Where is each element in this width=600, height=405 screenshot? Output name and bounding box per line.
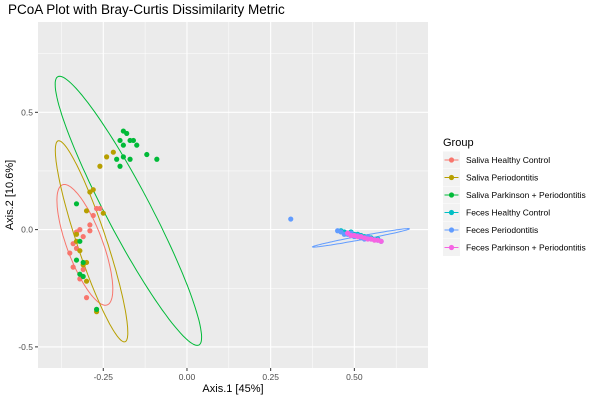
data-point	[67, 250, 73, 256]
data-point	[154, 156, 160, 162]
data-point	[134, 142, 140, 148]
data-points	[67, 128, 384, 315]
axes: -0.25 0.00 0.25 0.50 -0.5 0.0 0.5	[18, 107, 363, 382]
legend-key-dot	[448, 192, 455, 198]
data-point	[80, 259, 86, 266]
chart-title: PCoA Plot with Bray-Curtis Dissimilarity…	[8, 2, 285, 17]
data-point	[77, 248, 83, 254]
data-point	[110, 149, 116, 155]
data-point	[83, 295, 90, 301]
data-point	[87, 222, 93, 228]
y-tick-label: -0.5	[18, 342, 33, 352]
legend-key-dot	[448, 244, 455, 251]
y-tick-label: 0.5	[21, 107, 33, 117]
data-point	[70, 264, 76, 270]
legend-key-dot	[448, 157, 455, 163]
data-point	[120, 154, 126, 160]
data-point	[104, 154, 110, 160]
x-tick-label: 0.50	[346, 372, 363, 382]
data-point	[73, 201, 80, 207]
data-point	[127, 156, 133, 162]
data-point	[288, 216, 294, 222]
y-tick-label: 0.0	[21, 225, 33, 235]
ellipse-feces-periodontitis	[311, 228, 410, 248]
legend-label: Saliva Healthy Control	[466, 155, 550, 165]
data-point	[117, 137, 123, 144]
plot-panel	[38, 22, 428, 368]
legend-label: Saliva Periodontitis	[466, 173, 538, 183]
legend-key-dot	[448, 227, 455, 233]
data-point	[100, 210, 106, 216]
legend-key-dot	[448, 174, 455, 181]
x-axis-title: Axis.1 [45%]	[202, 383, 263, 395]
data-point	[83, 208, 90, 214]
legend-label: Feces Parkinson + Periodontitis	[466, 243, 586, 253]
confidence-ellipses	[54, 75, 410, 346]
data-point	[144, 151, 150, 158]
data-point	[114, 156, 120, 162]
data-point	[130, 137, 137, 144]
legend-label: Feces Healthy Control	[466, 208, 550, 218]
data-point	[378, 238, 384, 244]
ellipse-saliva-parkinson-periodontitis	[54, 75, 203, 346]
x-tick-label: 0.00	[179, 372, 196, 382]
data-point	[83, 278, 90, 284]
data-point	[73, 257, 80, 263]
data-point	[77, 238, 83, 244]
legend-items: Saliva Healthy Control Saliva Periodontit…	[443, 151, 586, 256]
legend-label: Saliva Parkinson + Periodontitis	[466, 190, 586, 200]
data-point	[97, 205, 103, 212]
x-tick-label: -0.25	[94, 372, 114, 382]
data-point	[93, 306, 100, 312]
data-point	[80, 273, 86, 280]
data-point	[120, 142, 126, 148]
legend-label: Feces Periodontitis	[466, 225, 538, 235]
data-point	[90, 212, 96, 219]
ellipse-saliva-periodontitis	[54, 140, 129, 343]
data-point	[97, 163, 103, 169]
legend: Group Saliva Healthy Control Saliva Perio…	[443, 137, 586, 256]
x-tick-label: 0.25	[262, 372, 279, 382]
data-point	[117, 163, 123, 169]
data-point	[80, 234, 86, 240]
grid-lines	[38, 22, 428, 368]
legend-key-dot	[448, 209, 455, 216]
data-point	[73, 231, 80, 237]
data-point	[90, 187, 96, 193]
y-axis-title: Axis.2 [10.6%]	[4, 160, 16, 230]
legend-title: Group	[443, 137, 474, 149]
data-point	[87, 228, 93, 234]
data-point	[124, 130, 130, 137]
data-point	[80, 266, 86, 273]
